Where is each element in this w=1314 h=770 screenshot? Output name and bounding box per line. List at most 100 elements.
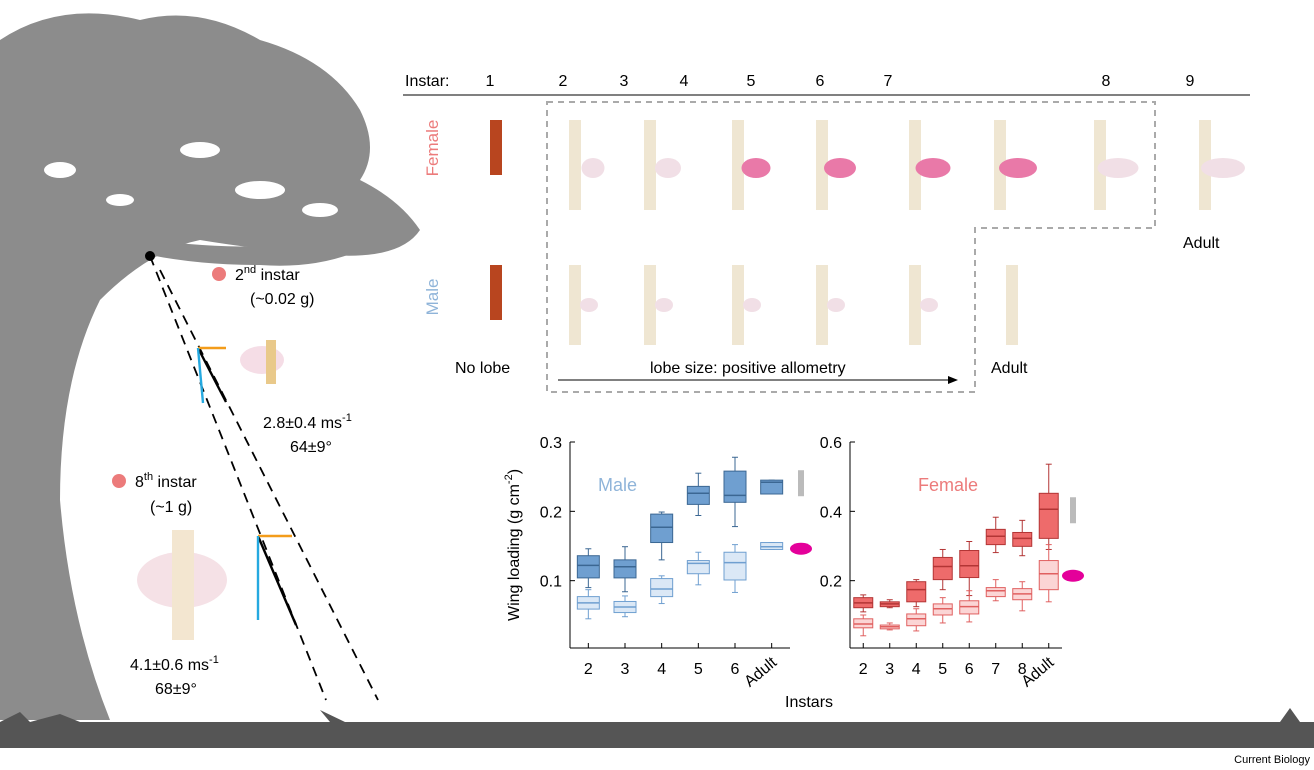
no-lobe: No lobe	[455, 360, 510, 377]
body	[490, 265, 502, 320]
suffix: th	[144, 471, 153, 483]
y-axis-label: Wing loading (g cm-2)	[503, 469, 523, 621]
x-tick-label: 6	[731, 661, 740, 678]
x-tick-label: 5	[938, 661, 947, 678]
lobe	[580, 298, 598, 312]
instar-number: 3	[620, 73, 629, 90]
suffix: nd	[244, 264, 256, 276]
unit: -1	[209, 654, 219, 666]
body	[569, 265, 581, 345]
icon-lobed	[790, 542, 812, 555]
body	[569, 120, 581, 210]
label-end: )	[506, 469, 523, 474]
box	[613, 559, 637, 579]
y-tick-label: 0.4	[820, 504, 842, 521]
box	[932, 556, 953, 581]
x-tick-label: 3	[621, 661, 630, 678]
box	[686, 560, 710, 575]
box	[760, 479, 784, 495]
number: 2	[235, 267, 244, 284]
instar-number: 1	[486, 73, 495, 90]
launch-point	[145, 251, 155, 261]
box	[650, 513, 674, 544]
lobe	[741, 158, 771, 178]
number: 8	[135, 474, 144, 491]
lobe	[655, 158, 681, 178]
x-tick-label: 5	[694, 661, 703, 678]
mantis-photos	[490, 120, 1245, 345]
lobe	[915, 158, 951, 178]
tree	[0, 13, 420, 721]
icon-plain	[1070, 497, 1076, 524]
y-tick-label: 0.6	[820, 435, 842, 452]
box	[723, 551, 747, 581]
body	[644, 265, 656, 345]
lobe	[824, 158, 856, 178]
instar-number: 6	[816, 73, 825, 90]
instar-number: 2	[559, 73, 568, 90]
chart-title: Female	[918, 475, 978, 495]
box	[576, 555, 600, 579]
allometry: lobe size: positive allometry	[650, 360, 846, 377]
box	[1038, 492, 1059, 539]
mantis-2nd	[240, 340, 284, 384]
x-tick-label: 2	[859, 661, 868, 678]
instar-number: 5	[747, 73, 756, 90]
x-axis-label: Instars	[785, 694, 833, 711]
x-tick-label: 4	[657, 661, 666, 678]
dashed-frame	[546, 101, 1156, 393]
angle: 64±9°	[290, 439, 332, 456]
x-tick-label: 8	[1018, 661, 1027, 678]
x-tick-label: Adult	[1018, 654, 1057, 691]
box	[906, 581, 927, 603]
x-tick-label: 3	[885, 661, 894, 678]
instar-heading: Instar:	[405, 73, 449, 90]
box	[1038, 560, 1059, 591]
bullet	[112, 474, 126, 488]
lobe	[1097, 158, 1139, 178]
y-tick-label: 0.3	[540, 435, 562, 452]
grass	[0, 708, 1300, 722]
body	[909, 120, 921, 210]
icon-lobed	[1062, 569, 1084, 582]
row-label: Male	[423, 279, 442, 316]
instar-label: 2nd instar	[235, 264, 300, 284]
mantis-8th	[137, 530, 227, 640]
x-tick-label: 2	[584, 661, 593, 678]
mass: (~0.02 g)	[250, 291, 314, 308]
ground	[0, 722, 1314, 748]
lobe	[827, 298, 845, 312]
lobe	[655, 298, 673, 312]
arrow-head	[948, 376, 958, 384]
angle: 68±9°	[155, 681, 197, 698]
sup: -2	[503, 474, 515, 484]
adult-label: Adult	[1183, 235, 1220, 252]
lobe	[920, 298, 938, 312]
instar-numbers: 1 2 3 4 5 6 7 8 9	[486, 73, 1195, 90]
text: instar	[256, 267, 300, 284]
instar-label: 8th instar	[135, 471, 197, 491]
lobe	[1201, 158, 1245, 178]
box	[906, 613, 927, 627]
box	[686, 485, 710, 505]
x-tick-label: 4	[912, 661, 921, 678]
y-tick-label: 0.1	[540, 574, 562, 591]
text: instar	[153, 474, 197, 491]
vectors	[196, 346, 298, 626]
x-tick-label: Adult	[741, 654, 780, 691]
speed-value: 4.1±0.6 ms	[130, 657, 209, 674]
body	[816, 120, 828, 210]
body	[1006, 265, 1018, 345]
body	[816, 265, 828, 345]
label: Wing loading (g cm	[506, 484, 523, 621]
speed: 4.1±0.6 ms-1	[130, 654, 219, 674]
instar-number: 4	[680, 73, 689, 90]
instar-number: 8	[1102, 73, 1111, 90]
trajectories	[149, 255, 379, 701]
lobe	[743, 298, 761, 312]
box	[650, 578, 674, 598]
chart-title: Male	[598, 475, 637, 495]
box	[1012, 531, 1033, 547]
body	[732, 265, 744, 345]
instar-number: 9	[1186, 73, 1195, 90]
